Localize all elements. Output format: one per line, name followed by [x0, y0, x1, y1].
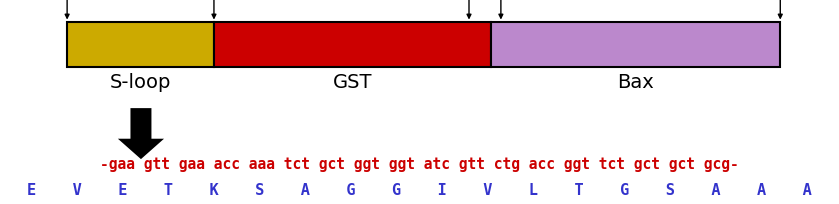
Text: GST: GST — [332, 73, 373, 92]
FancyBboxPatch shape — [491, 22, 780, 67]
Text: S-loop: S-loop — [110, 73, 171, 92]
Text: -gaa gtt gaa acc aaa tct gct ggt ggt atc gtt ctg acc ggt tct gct gct gcg-: -gaa gtt gaa acc aaa tct gct ggt ggt atc… — [100, 157, 739, 172]
FancyBboxPatch shape — [67, 22, 214, 67]
Polygon shape — [117, 108, 164, 159]
Text: Bax: Bax — [618, 73, 654, 92]
FancyBboxPatch shape — [214, 22, 491, 67]
Text: E    V    E    T    K    S    A    G    G    I    V    L    T    G    S    A    : E V E T K S A G G I V L T G S A — [27, 183, 812, 198]
